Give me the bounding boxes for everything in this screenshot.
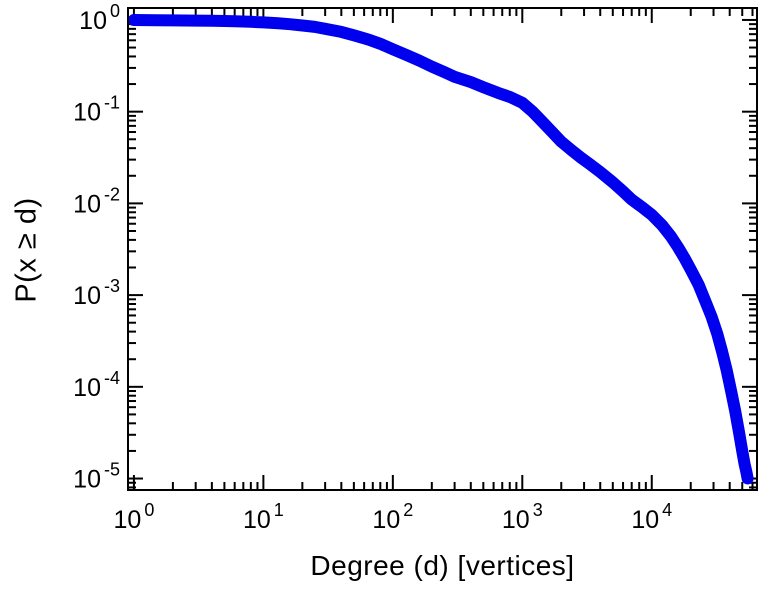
- plot-border: [127, 7, 758, 491]
- y-axis-title: P(x ≥ d): [10, 197, 43, 303]
- x-tick-label: 10 1: [243, 500, 284, 534]
- ccdf-curve: [127, 14, 754, 485]
- y-tick-label: 10 -2: [73, 184, 120, 218]
- x-tick-label: 10 2: [372, 500, 413, 534]
- y-tick-label: 10 0: [79, 1, 120, 35]
- x-axis-title: Degree (d) [vertices]: [310, 550, 575, 581]
- x-tick-label: 10 0: [114, 500, 155, 534]
- y-tick-label: 10 -5: [73, 460, 120, 494]
- y-tick-label: 10 -1: [73, 93, 120, 127]
- y-tick-label: 10 -4: [73, 368, 120, 402]
- y-tick-label: 10 -3: [73, 276, 120, 310]
- x-tick-label: 10 3: [502, 500, 543, 534]
- x-tick-label: 10 4: [631, 500, 672, 534]
